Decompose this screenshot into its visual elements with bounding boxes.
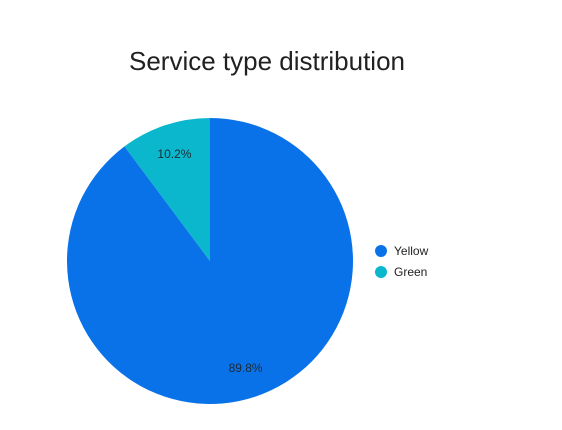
pie-slice-green <box>124 118 210 261</box>
legend-label: Yellow <box>394 244 429 258</box>
legend-swatch <box>375 245 387 257</box>
pie-labels: 89.8% 10.2% <box>157 147 263 375</box>
legend: Yellow Green <box>375 244 429 279</box>
slice-label-green: 10.2% <box>157 147 191 161</box>
legend-swatch <box>375 266 387 278</box>
chart-title: Service type distribution <box>129 46 405 76</box>
legend-item-green: Green <box>375 265 427 279</box>
legend-label: Green <box>394 265 427 279</box>
pie <box>66 118 354 404</box>
slice-label-yellow: 89.8% <box>229 361 263 375</box>
legend-item-yellow: Yellow <box>375 244 429 258</box>
